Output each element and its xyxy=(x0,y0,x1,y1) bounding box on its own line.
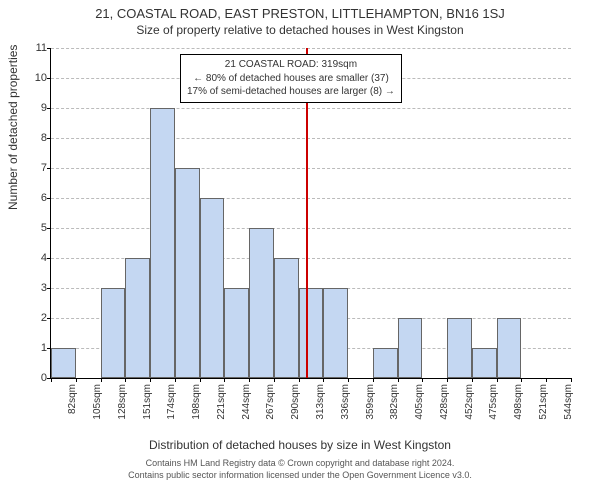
xtick-mark xyxy=(497,378,498,382)
xtick-label: 174sqm xyxy=(166,384,177,420)
y-axis-label: Number of detached properties xyxy=(6,45,20,210)
ytick-label: 6 xyxy=(27,192,47,204)
histogram-bar xyxy=(175,168,200,378)
xtick-label: 544sqm xyxy=(563,384,574,420)
xtick-label: 336sqm xyxy=(340,384,351,420)
annotation-line-3: 17% of semi-detached houses are larger (… xyxy=(187,85,395,99)
xtick-label: 267sqm xyxy=(265,384,276,420)
xtick-label: 244sqm xyxy=(241,384,252,420)
xtick-label: 290sqm xyxy=(290,384,301,420)
histogram-bar xyxy=(249,228,274,378)
ytick-label: 0 xyxy=(27,372,47,384)
xtick-label: 452sqm xyxy=(464,384,475,420)
ytick-mark xyxy=(47,168,51,169)
histogram-bar xyxy=(101,288,126,378)
xtick-label: 475sqm xyxy=(488,384,499,420)
xtick-label: 521sqm xyxy=(538,384,549,420)
xtick-mark xyxy=(323,378,324,382)
xtick-mark xyxy=(373,378,374,382)
xtick-mark xyxy=(125,378,126,382)
histogram-bar xyxy=(323,288,348,378)
x-axis-label: Distribution of detached houses by size … xyxy=(0,438,600,452)
ytick-mark xyxy=(47,318,51,319)
ytick-label: 7 xyxy=(27,162,47,174)
ytick-mark xyxy=(47,258,51,259)
xtick-mark xyxy=(546,378,547,382)
xtick-label: 313sqm xyxy=(315,384,326,420)
xtick-label: 498sqm xyxy=(513,384,524,420)
xtick-label: 221sqm xyxy=(216,384,227,420)
xtick-mark xyxy=(571,378,572,382)
xtick-mark xyxy=(299,378,300,382)
xtick-mark xyxy=(175,378,176,382)
footnote-line-1: Contains HM Land Registry data © Crown c… xyxy=(0,458,600,470)
xtick-label: 359sqm xyxy=(365,384,376,420)
histogram-bar xyxy=(125,258,150,378)
xtick-mark xyxy=(150,378,151,382)
histogram-bar xyxy=(150,108,175,378)
xtick-mark xyxy=(51,378,52,382)
histogram-bar xyxy=(373,348,398,378)
ytick-label: 9 xyxy=(27,102,47,114)
xtick-label: 151sqm xyxy=(142,384,153,420)
xtick-label: 428sqm xyxy=(439,384,450,420)
ytick-label: 3 xyxy=(27,282,47,294)
ytick-mark xyxy=(47,288,51,289)
ytick-mark xyxy=(47,228,51,229)
ytick-mark xyxy=(47,198,51,199)
xtick-label: 82sqm xyxy=(67,384,78,414)
gridline xyxy=(51,168,571,169)
xtick-label: 105sqm xyxy=(92,384,103,420)
xtick-label: 382sqm xyxy=(389,384,400,420)
xtick-label: 128sqm xyxy=(117,384,128,420)
xtick-mark xyxy=(249,378,250,382)
xtick-mark xyxy=(398,378,399,382)
ytick-label: 4 xyxy=(27,252,47,264)
xtick-mark xyxy=(422,378,423,382)
ytick-mark xyxy=(47,108,51,109)
histogram-bar xyxy=(447,318,472,378)
xtick-mark xyxy=(472,378,473,382)
histogram-bar xyxy=(224,288,249,378)
xtick-mark xyxy=(76,378,77,382)
xtick-mark xyxy=(521,378,522,382)
ytick-label: 5 xyxy=(27,222,47,234)
xtick-label: 405sqm xyxy=(414,384,425,420)
xtick-mark xyxy=(447,378,448,382)
xtick-mark xyxy=(274,378,275,382)
histogram-chart: 0123456789101182sqm105sqm128sqm151sqm174… xyxy=(50,48,570,378)
histogram-bar xyxy=(398,318,423,378)
ytick-label: 1 xyxy=(27,342,47,354)
ytick-mark xyxy=(47,138,51,139)
ytick-mark xyxy=(47,78,51,79)
gridline xyxy=(51,198,571,199)
xtick-label: 198sqm xyxy=(191,384,202,420)
histogram-bar xyxy=(472,348,497,378)
xtick-mark xyxy=(200,378,201,382)
histogram-bar xyxy=(497,318,522,378)
gridline xyxy=(51,108,571,109)
annotation-line-2: ← 80% of detached houses are smaller (37… xyxy=(187,72,395,86)
footnote: Contains HM Land Registry data © Crown c… xyxy=(0,458,600,481)
histogram-bar xyxy=(200,198,225,378)
histogram-bar xyxy=(274,258,299,378)
annotation-line-1: 21 COASTAL ROAD: 319sqm xyxy=(187,58,395,72)
histogram-bar xyxy=(51,348,76,378)
ytick-mark xyxy=(47,48,51,49)
ytick-label: 11 xyxy=(27,42,47,54)
annotation-box: 21 COASTAL ROAD: 319sqm ← 80% of detache… xyxy=(180,54,402,103)
ytick-label: 10 xyxy=(27,72,47,84)
xtick-mark xyxy=(348,378,349,382)
gridline xyxy=(51,48,571,49)
page-title: 21, COASTAL ROAD, EAST PRESTON, LITTLEHA… xyxy=(0,0,600,21)
gridline xyxy=(51,138,571,139)
footnote-line-2: Contains public sector information licen… xyxy=(0,470,600,482)
ytick-label: 2 xyxy=(27,312,47,324)
xtick-mark xyxy=(224,378,225,382)
ytick-label: 8 xyxy=(27,132,47,144)
histogram-bar xyxy=(299,288,324,378)
page-subtitle: Size of property relative to detached ho… xyxy=(0,21,600,41)
gridline xyxy=(51,228,571,229)
xtick-mark xyxy=(101,378,102,382)
